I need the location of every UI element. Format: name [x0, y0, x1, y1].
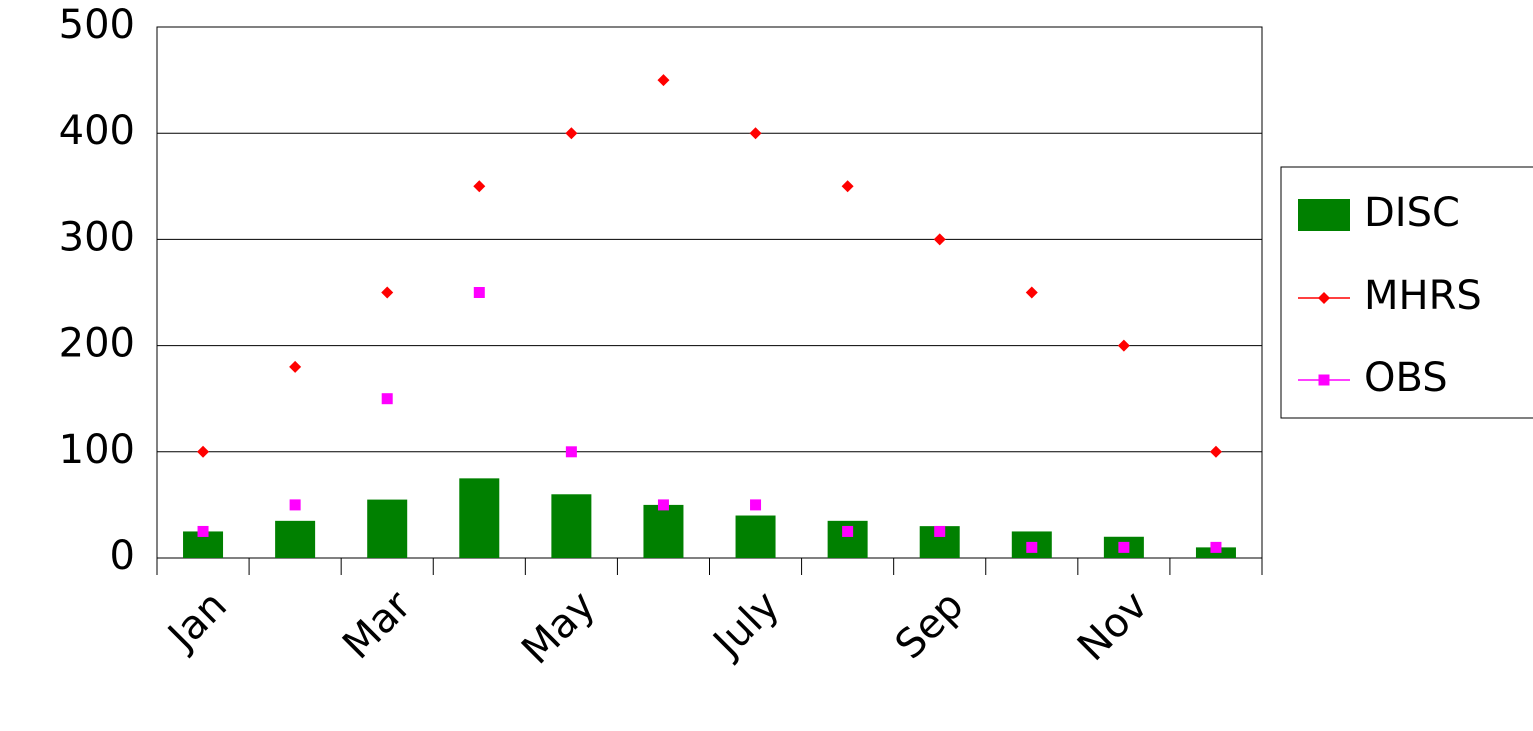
marker — [474, 287, 485, 298]
bar — [367, 500, 407, 558]
x-tick-label: Mar — [334, 582, 420, 668]
marker — [290, 499, 301, 510]
legend-label: MHRS — [1364, 273, 1482, 319]
marker — [934, 526, 945, 537]
y-tick-label: 500 — [59, 2, 135, 48]
plot-border — [157, 27, 1262, 558]
chart: 0 100 200 300 400 500 Jan Mar May July Sep Nov DISC M… — [0, 0, 1533, 731]
marker — [382, 393, 393, 404]
marker — [657, 74, 669, 86]
y-tick-label: 100 — [59, 427, 135, 473]
marker — [473, 180, 485, 192]
marker — [658, 499, 669, 510]
legend-label: OBS — [1364, 355, 1448, 401]
marker — [566, 446, 577, 457]
marker — [1026, 287, 1038, 299]
bar — [459, 478, 499, 558]
marker — [842, 526, 853, 537]
y-tick-label: 300 — [59, 214, 135, 260]
x-tick-label: July — [703, 582, 789, 668]
marker — [842, 180, 854, 192]
marker — [934, 233, 946, 245]
marker — [750, 499, 761, 510]
marker — [1026, 542, 1037, 553]
bar — [275, 521, 315, 558]
y-tick-label: 400 — [59, 108, 135, 154]
legend: DISC MHRS OBS — [1281, 167, 1533, 418]
marker — [198, 526, 209, 537]
y-tick-label: 200 — [59, 321, 135, 367]
bar — [643, 505, 683, 558]
marker — [381, 287, 393, 299]
x-tick-label: Jan — [158, 582, 236, 660]
marker — [289, 361, 301, 373]
x-tick-label: May — [513, 582, 604, 673]
bar — [551, 494, 591, 558]
bar — [736, 516, 776, 558]
marker — [750, 127, 762, 139]
legend-marker — [1319, 375, 1330, 386]
legend-marker — [1319, 375, 1330, 386]
legend-swatch — [1298, 199, 1350, 231]
marker — [1118, 542, 1129, 553]
x-tick-label: Sep — [887, 582, 973, 668]
x-tick-label: Nov — [1069, 582, 1157, 670]
legend-label: DISC — [1364, 190, 1460, 236]
marker — [1210, 446, 1222, 458]
marker — [565, 127, 577, 139]
marker — [197, 446, 209, 458]
marker — [1118, 340, 1130, 352]
y-tick-label: 0 — [110, 533, 135, 579]
marker — [1210, 542, 1221, 553]
